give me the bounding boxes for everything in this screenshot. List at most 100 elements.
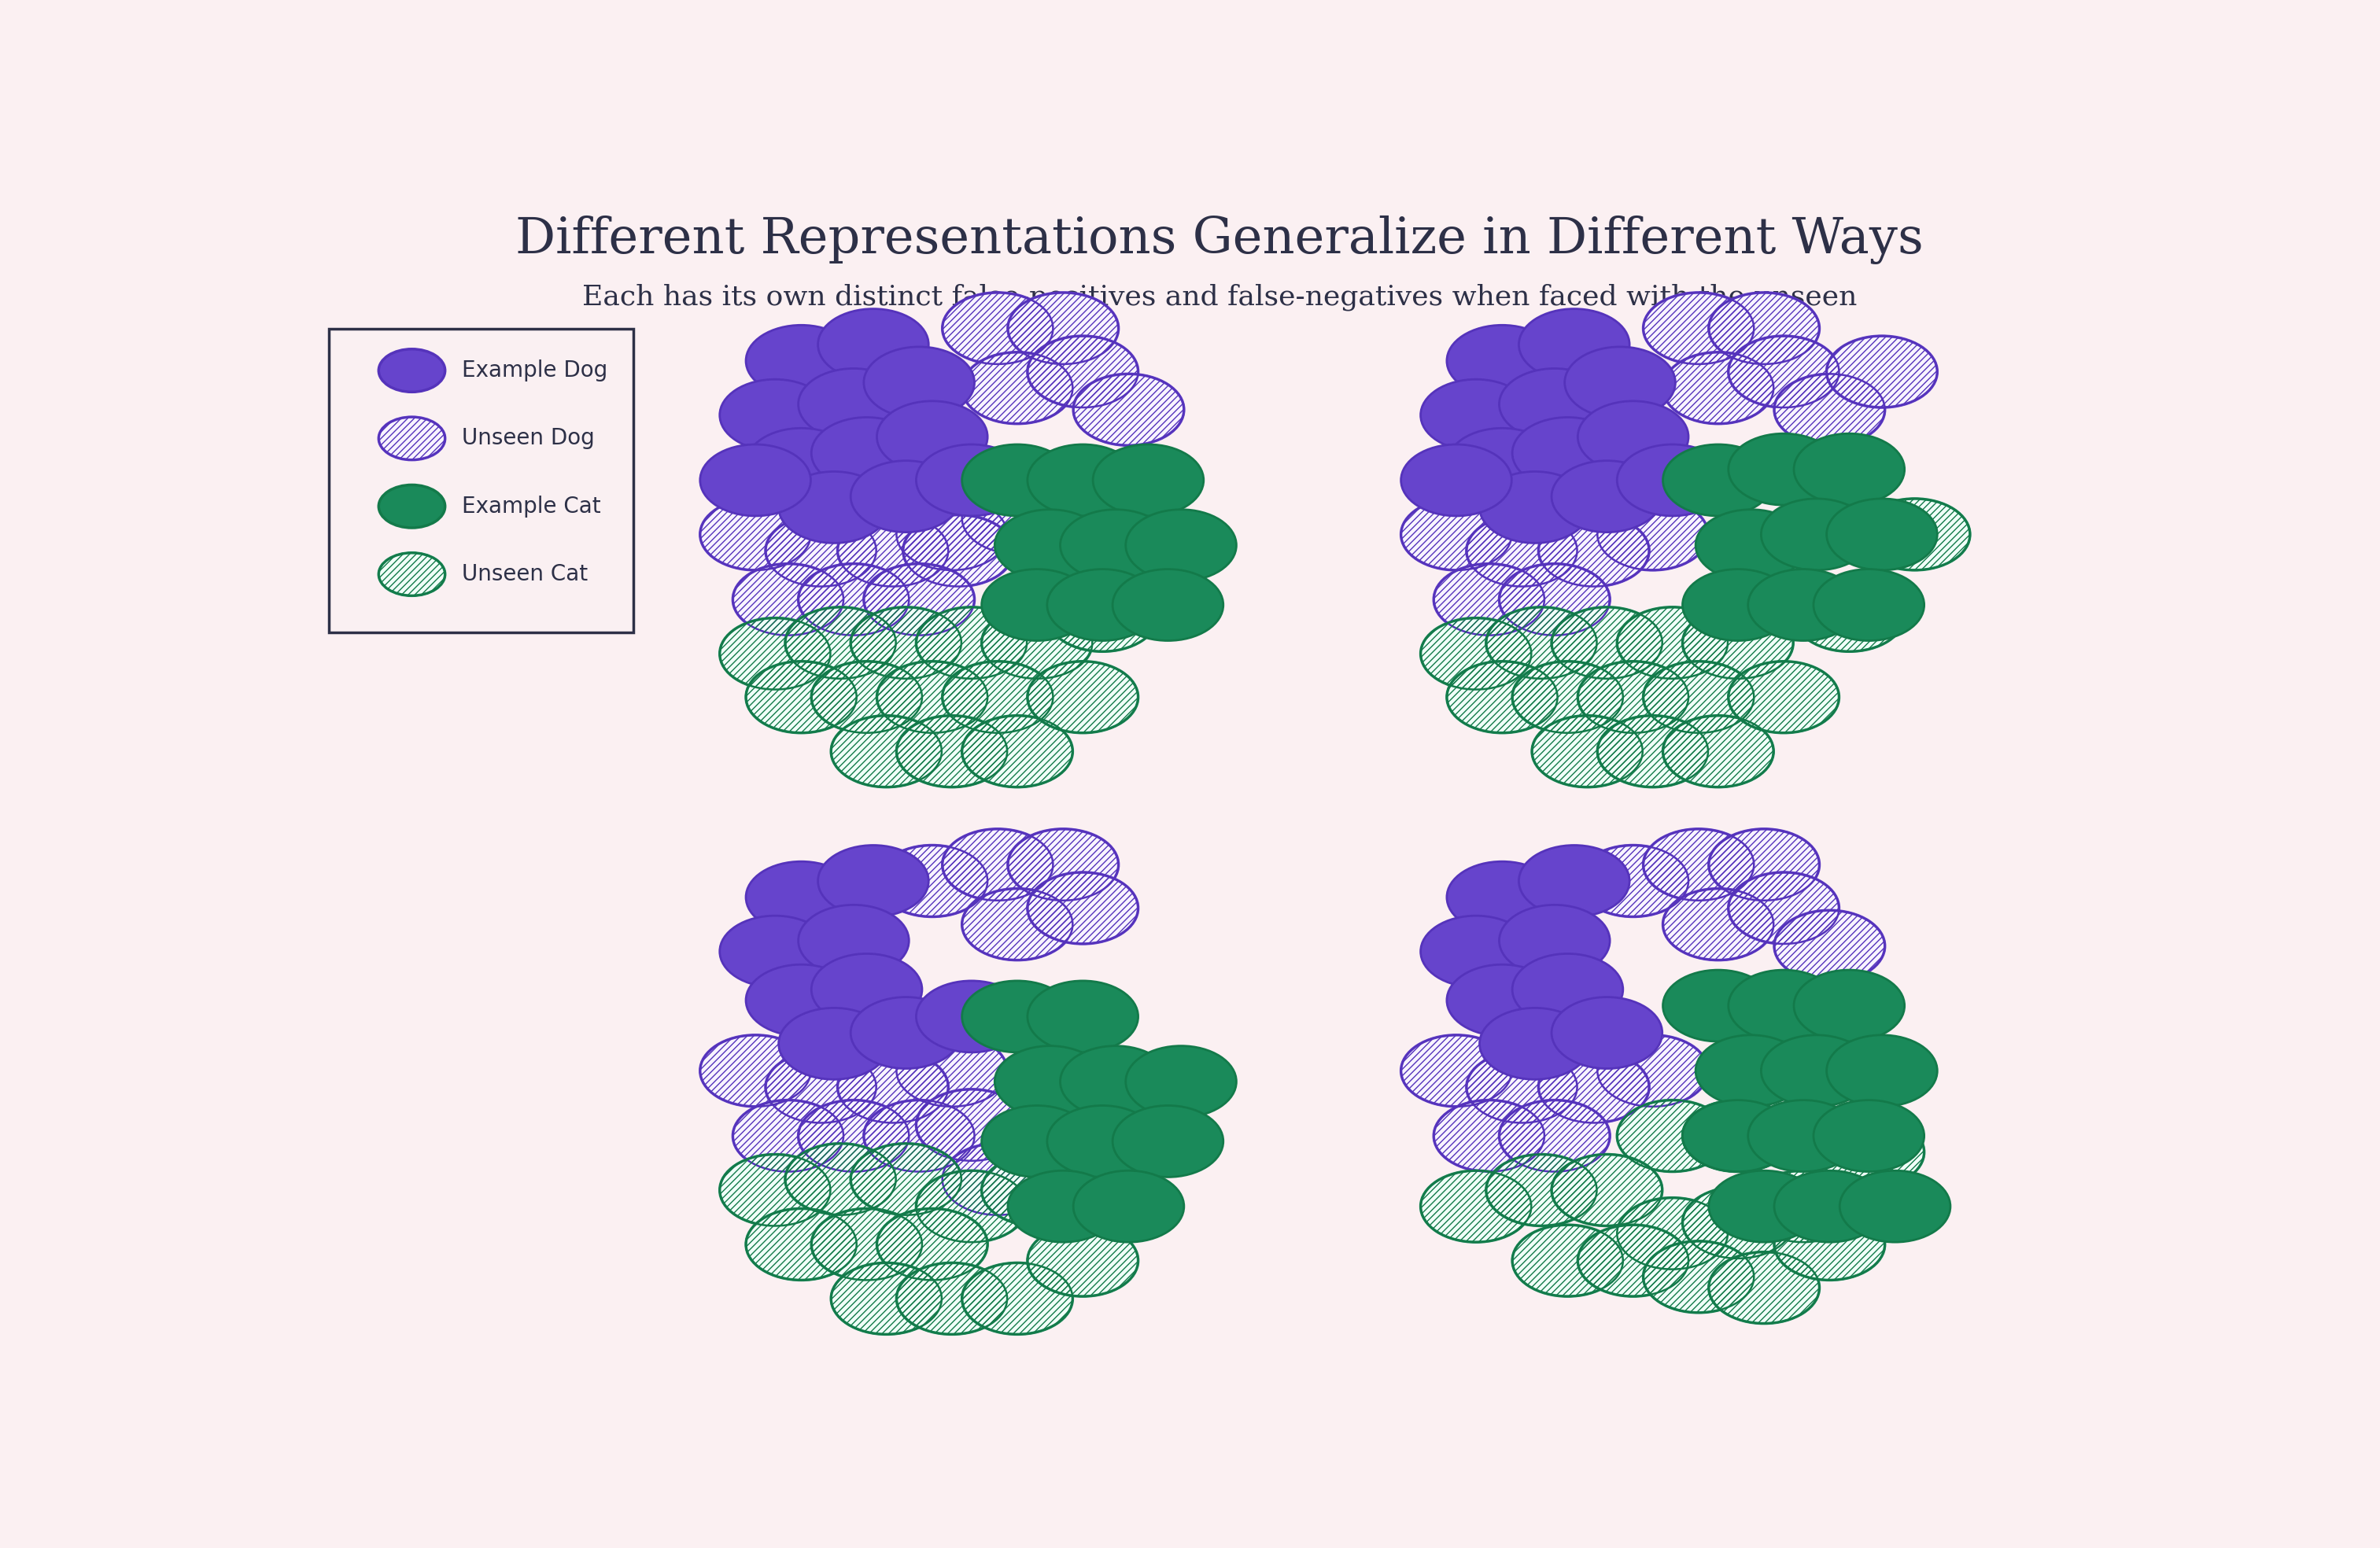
Circle shape xyxy=(981,570,1092,641)
Circle shape xyxy=(902,515,1014,587)
Circle shape xyxy=(1597,1036,1709,1107)
Circle shape xyxy=(1447,429,1557,500)
Circle shape xyxy=(1664,444,1773,515)
Circle shape xyxy=(1683,1101,1792,1172)
Circle shape xyxy=(700,498,812,570)
Circle shape xyxy=(812,954,921,1025)
Circle shape xyxy=(1747,1170,1859,1241)
Circle shape xyxy=(1728,661,1840,732)
Circle shape xyxy=(1499,906,1609,977)
Circle shape xyxy=(1795,580,1904,652)
Circle shape xyxy=(1402,444,1511,515)
Circle shape xyxy=(1616,1198,1728,1269)
Circle shape xyxy=(1073,1170,1183,1241)
Circle shape xyxy=(778,1008,890,1079)
Circle shape xyxy=(1814,1101,1923,1172)
Circle shape xyxy=(1747,570,1859,641)
Circle shape xyxy=(1773,1170,1885,1241)
Circle shape xyxy=(766,1051,876,1122)
Circle shape xyxy=(812,418,921,489)
Circle shape xyxy=(1709,293,1818,364)
Circle shape xyxy=(1059,509,1171,580)
Circle shape xyxy=(1664,971,1773,1042)
Circle shape xyxy=(1597,715,1709,786)
Circle shape xyxy=(962,444,1073,515)
Circle shape xyxy=(995,1046,1104,1118)
Circle shape xyxy=(700,1036,812,1107)
Circle shape xyxy=(981,1105,1092,1176)
Circle shape xyxy=(1597,498,1709,570)
Circle shape xyxy=(864,347,973,418)
Circle shape xyxy=(1047,1155,1157,1226)
Circle shape xyxy=(778,472,890,543)
Circle shape xyxy=(797,368,909,440)
Circle shape xyxy=(1695,1036,1806,1107)
Circle shape xyxy=(897,1263,1007,1334)
Circle shape xyxy=(1564,347,1676,418)
Circle shape xyxy=(378,553,445,596)
Circle shape xyxy=(1552,997,1661,1068)
Circle shape xyxy=(1578,661,1687,732)
Circle shape xyxy=(1499,563,1609,635)
Circle shape xyxy=(1480,1008,1590,1079)
Circle shape xyxy=(1578,1224,1687,1296)
Circle shape xyxy=(1664,889,1773,960)
Circle shape xyxy=(819,310,928,381)
Circle shape xyxy=(962,353,1073,424)
Circle shape xyxy=(850,1144,962,1215)
Circle shape xyxy=(1028,661,1138,732)
Circle shape xyxy=(1533,715,1642,786)
Circle shape xyxy=(797,563,909,635)
Circle shape xyxy=(864,1101,973,1172)
Circle shape xyxy=(1499,1101,1609,1172)
Circle shape xyxy=(1747,1101,1859,1172)
Circle shape xyxy=(1073,375,1183,446)
Circle shape xyxy=(1421,1170,1530,1241)
Circle shape xyxy=(1728,336,1840,407)
Circle shape xyxy=(745,661,857,732)
Circle shape xyxy=(1028,336,1138,407)
Circle shape xyxy=(1518,310,1630,381)
Circle shape xyxy=(1814,1116,1923,1187)
Circle shape xyxy=(1028,444,1138,515)
Circle shape xyxy=(378,485,445,528)
Circle shape xyxy=(745,1209,857,1280)
Circle shape xyxy=(916,607,1026,678)
Circle shape xyxy=(1825,336,1937,407)
Circle shape xyxy=(1466,515,1578,587)
Circle shape xyxy=(1859,498,1971,570)
Circle shape xyxy=(1616,1101,1728,1172)
Circle shape xyxy=(1447,862,1557,933)
Circle shape xyxy=(1825,1036,1937,1107)
Circle shape xyxy=(962,889,1073,960)
Circle shape xyxy=(378,416,445,460)
Text: Different Representations Generalize in Different Ways: Different Representations Generalize in … xyxy=(516,215,1923,265)
Circle shape xyxy=(850,607,962,678)
Circle shape xyxy=(1433,563,1545,635)
Circle shape xyxy=(1728,873,1840,944)
Circle shape xyxy=(1709,828,1818,901)
Circle shape xyxy=(766,515,876,587)
Circle shape xyxy=(1485,607,1597,678)
Circle shape xyxy=(1773,910,1885,981)
Circle shape xyxy=(1111,570,1223,641)
Circle shape xyxy=(1480,472,1590,543)
Circle shape xyxy=(1761,498,1871,570)
Circle shape xyxy=(1728,971,1840,1042)
Circle shape xyxy=(1421,618,1530,689)
Circle shape xyxy=(1578,401,1687,472)
Circle shape xyxy=(785,1144,895,1215)
Circle shape xyxy=(1447,964,1557,1036)
Circle shape xyxy=(876,845,988,916)
Text: Unseen Dog: Unseen Dog xyxy=(462,427,595,449)
Circle shape xyxy=(981,607,1092,678)
Circle shape xyxy=(1683,570,1792,641)
Circle shape xyxy=(1642,661,1754,732)
Circle shape xyxy=(1511,1224,1623,1296)
Circle shape xyxy=(1511,418,1623,489)
Circle shape xyxy=(942,293,1052,364)
Circle shape xyxy=(1683,607,1792,678)
Circle shape xyxy=(745,325,857,396)
Circle shape xyxy=(897,1036,1007,1107)
Circle shape xyxy=(719,916,831,988)
